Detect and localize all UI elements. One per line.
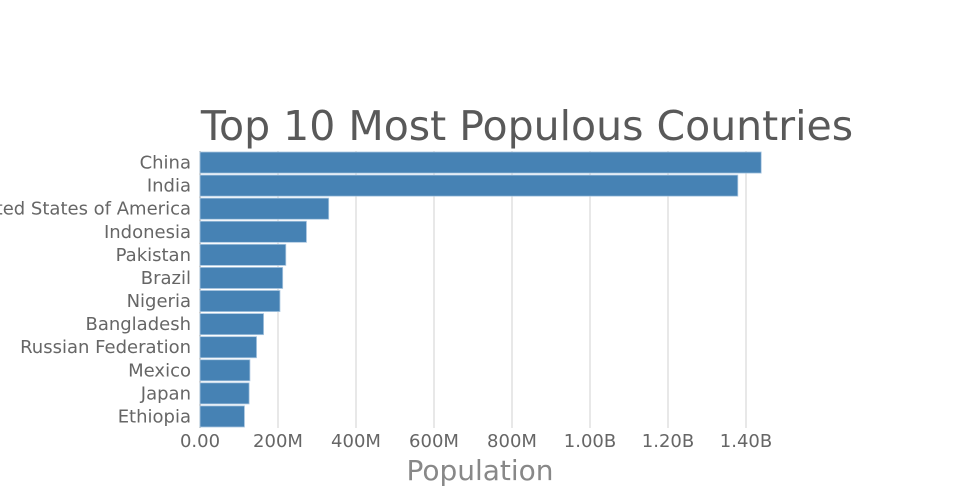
bar-nigeria[interactable] (199, 290, 281, 312)
bar-united-states-of-america[interactable] (199, 197, 330, 220)
x-axis-title: Population (406, 454, 553, 487)
y-tick-label: Russian Federation (20, 337, 191, 358)
y-tick-label: Nigeria (127, 291, 191, 312)
chart-title: Top 10 Most Populous Countries (200, 102, 853, 150)
y-tick-label: Japan (140, 383, 191, 404)
x-tick-label: 1.40B (720, 431, 772, 452)
y-tick-label: Indonesia (104, 222, 191, 243)
bar-indonesia[interactable] (199, 220, 307, 243)
y-tick-label: Pakistan (116, 245, 191, 266)
bar-bangladesh[interactable] (199, 313, 264, 336)
y-tick-label: Brazil (141, 268, 191, 289)
x-tick-label: 1.20B (642, 431, 694, 452)
y-tick-label: United States of America (0, 199, 191, 220)
bar-russian-federation[interactable] (199, 336, 257, 359)
x-tick-label: 200M (253, 431, 303, 452)
bar-pakistan[interactable] (199, 243, 287, 266)
y-tick-label: India (147, 176, 191, 197)
y-tick-label: Ethiopia (118, 406, 191, 427)
bar-china[interactable] (199, 151, 762, 174)
bar-japan[interactable] (199, 382, 250, 405)
y-tick-label: China (140, 153, 191, 174)
x-tick-label: 0.00 (180, 431, 220, 452)
y-tick-label: Bangladesh (85, 314, 191, 335)
x-tick-label: 800M (487, 431, 537, 452)
bar-india[interactable] (199, 174, 739, 197)
y-tick-label: Mexico (128, 360, 191, 381)
x-tick-label: 600M (409, 431, 459, 452)
bar-mexico[interactable] (199, 359, 251, 382)
bar-brazil[interactable] (199, 267, 284, 289)
x-tick-label: 1.00B (564, 431, 616, 452)
x-tick-label: 400M (331, 431, 381, 452)
bar-ethiopia[interactable] (199, 405, 245, 428)
